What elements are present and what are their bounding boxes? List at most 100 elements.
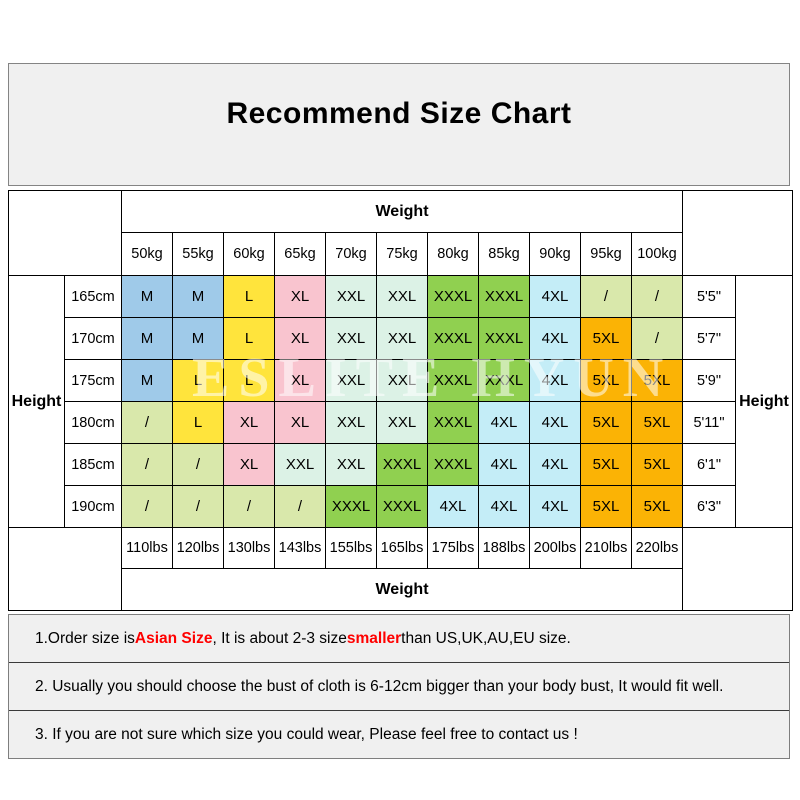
size-cell: 5XL [631,485,683,528]
size-cell: / [631,317,683,360]
size-cell: XXL [376,275,428,318]
weight-lbs-header: 130lbs [223,527,275,569]
size-cell: XL [274,275,326,318]
size-cell: M [121,275,173,318]
note-text: , It is about 2-3 size [212,629,347,647]
weight-kg-header: 100kg [631,232,683,276]
notes-section: 1.Order size is Asian Size, It is about … [8,614,790,759]
size-cell: 4XL [529,401,581,444]
height-left-label: Height [8,275,65,528]
weight-kg-header: 50kg [121,232,173,276]
weight-lbs-header: 220lbs [631,527,683,569]
size-cell: L [172,401,224,444]
weight-kg-header: 70kg [325,232,377,276]
weight-kg-header: 75kg [376,232,428,276]
size-cell: 4XL [478,401,530,444]
size-cell: 4XL [478,485,530,528]
note-text: 1.Order size is [35,629,135,647]
height-ft-label: 6'3" [682,485,736,528]
size-cell: XXXL [427,275,479,318]
size-cell: XL [223,443,275,486]
size-cell: 4XL [529,485,581,528]
size-cell: 4XL [529,317,581,360]
note-row-1: 1.Order size is Asian Size, It is about … [9,615,789,662]
size-cell: 4XL [478,443,530,486]
weight-lbs-header: 155lbs [325,527,377,569]
note-text: than US,UK,AU,EU size. [401,629,571,647]
note-row-2: 2. Usually you should choose the bust of… [9,662,789,710]
weight-kg-header: 95kg [580,232,632,276]
height-cm-label: 165cm [64,275,122,318]
height-cm-label: 185cm [64,443,122,486]
note-highlight-text: Asian Size [134,629,213,647]
size-cell: XXL [376,401,428,444]
size-cell: XL [274,401,326,444]
height-cm-label: 180cm [64,401,122,444]
size-cell: L [223,359,275,402]
size-cell: XXXL [427,317,479,360]
size-cell: / [172,443,224,486]
height-ft-label: 6'1" [682,443,736,486]
size-cell: / [580,275,632,318]
corner-top-right [682,190,793,276]
size-cell: 5XL [580,359,632,402]
size-cell: XXL [325,401,377,444]
size-cell: 5XL [580,443,632,486]
weight-lbs-header: 200lbs [529,527,581,569]
size-cell: XXL [325,359,377,402]
weight-kg-header: 80kg [427,232,479,276]
size-cell: 5XL [580,401,632,444]
weight-kg-header: 90kg [529,232,581,276]
weight-lbs-header: 188lbs [478,527,530,569]
size-cell: / [121,401,173,444]
size-cell: / [274,485,326,528]
size-cell: XXXL [427,359,479,402]
height-ft-label: 5'5" [682,275,736,318]
size-cell: 5XL [580,317,632,360]
size-cell: 4XL [529,275,581,318]
size-table: Weight 50kg 55kg 60kg 65kg 70kg 75kg 80kg 85kg 90… [8,190,793,611]
weight-lbs-header: 110lbs [121,527,173,569]
size-cell: 5XL [631,443,683,486]
weight-kg-header: 65kg [274,232,326,276]
size-cell: M [121,317,173,360]
size-cell: XXL [376,317,428,360]
size-cell: XL [274,359,326,402]
size-cell: XL [274,317,326,360]
note-text: 2. Usually you should choose the bust of… [35,677,724,695]
size-cell: / [172,485,224,528]
size-cell: L [172,359,224,402]
size-cell: XXXL [478,359,530,402]
size-cell: XXL [274,443,326,486]
size-cell: M [172,275,224,318]
note-highlight-text: smaller [346,629,402,647]
size-cell: / [631,275,683,318]
corner-bottom-right [682,527,793,611]
size-cell: L [223,275,275,318]
weight-kg-header: 85kg [478,232,530,276]
weight-kg-header: 55kg [172,232,224,276]
size-cell: XXL [376,359,428,402]
size-cell: / [121,485,173,528]
size-cell: M [121,359,173,402]
note-text: 3. If you are not sure which size you co… [35,725,578,743]
height-cm-label: 170cm [64,317,122,360]
note-row-3: 3. If you are not sure which size you co… [9,710,789,758]
weight-lbs-header: 210lbs [580,527,632,569]
size-cell: 5XL [580,485,632,528]
size-cell: 4XL [529,443,581,486]
size-cell: M [172,317,224,360]
size-cell: XXXL [325,485,377,528]
size-cell: XXXL [376,485,428,528]
size-cell: / [223,485,275,528]
size-cell: XXXL [376,443,428,486]
weight-kg-header: 60kg [223,232,275,276]
weight-lbs-header: 175lbs [427,527,479,569]
size-cell: XXXL [478,317,530,360]
size-cell: XXL [325,275,377,318]
size-cell: XXXL [478,275,530,318]
height-ft-label: 5'7" [682,317,736,360]
page-title: Recommend Size Chart [226,96,572,130]
weight-top-label: Weight [121,190,683,233]
